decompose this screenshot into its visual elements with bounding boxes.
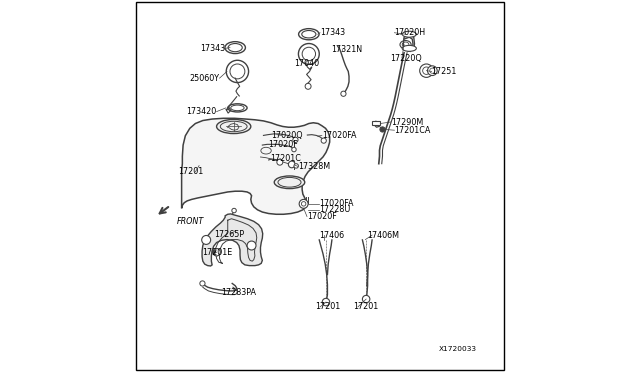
Circle shape — [301, 202, 306, 206]
Bar — [372, 121, 380, 125]
Circle shape — [420, 64, 433, 77]
Text: 17290M: 17290M — [390, 118, 423, 126]
Circle shape — [277, 159, 283, 165]
Polygon shape — [202, 214, 262, 266]
Circle shape — [232, 208, 236, 213]
Ellipse shape — [278, 177, 301, 187]
Text: 17265P: 17265P — [214, 230, 244, 239]
Text: 17020F: 17020F — [307, 212, 337, 221]
Ellipse shape — [261, 147, 271, 154]
Circle shape — [429, 68, 435, 73]
Ellipse shape — [216, 119, 251, 134]
Circle shape — [341, 91, 346, 96]
Ellipse shape — [400, 41, 411, 49]
Circle shape — [380, 127, 385, 132]
Polygon shape — [182, 118, 330, 214]
Text: 17406: 17406 — [319, 231, 344, 240]
Text: X1720033: X1720033 — [439, 346, 477, 352]
Text: 17343: 17343 — [320, 28, 345, 37]
Circle shape — [362, 295, 370, 303]
Circle shape — [302, 47, 316, 61]
Text: 17328M: 17328M — [298, 162, 330, 171]
Circle shape — [294, 164, 298, 168]
Text: 25060Y: 25060Y — [189, 74, 220, 83]
Circle shape — [299, 199, 308, 208]
Text: 17283PA: 17283PA — [221, 288, 257, 296]
Circle shape — [305, 83, 311, 89]
Circle shape — [212, 250, 216, 254]
Text: 17020FA: 17020FA — [322, 131, 356, 140]
Ellipse shape — [228, 104, 247, 112]
Text: 173420: 173420 — [186, 107, 216, 116]
Text: 17201C: 17201C — [270, 154, 301, 163]
Text: 17343: 17343 — [200, 44, 225, 53]
Text: 17201CA: 17201CA — [394, 126, 431, 135]
Ellipse shape — [231, 105, 244, 111]
Text: 17201E: 17201E — [202, 248, 232, 257]
Ellipse shape — [225, 42, 245, 54]
Text: 17406M: 17406M — [367, 231, 399, 240]
Text: 17020F: 17020F — [268, 140, 298, 149]
Ellipse shape — [402, 42, 409, 47]
Circle shape — [200, 281, 205, 286]
Circle shape — [247, 241, 256, 250]
Text: 17040: 17040 — [294, 59, 319, 68]
Text: 17201: 17201 — [179, 167, 204, 176]
Ellipse shape — [228, 44, 243, 52]
Text: 17220Q: 17220Q — [390, 54, 422, 62]
Text: 17020Q: 17020Q — [271, 131, 303, 140]
Circle shape — [321, 138, 326, 143]
Ellipse shape — [299, 29, 319, 40]
Circle shape — [428, 66, 437, 76]
Circle shape — [293, 137, 298, 142]
Ellipse shape — [402, 31, 417, 37]
Text: 17201: 17201 — [353, 302, 379, 311]
Ellipse shape — [302, 31, 316, 38]
Ellipse shape — [402, 45, 417, 51]
Circle shape — [292, 147, 296, 152]
Ellipse shape — [275, 176, 305, 189]
Text: 17201: 17201 — [316, 302, 340, 311]
Circle shape — [422, 67, 430, 74]
Circle shape — [230, 64, 245, 79]
Text: 17251: 17251 — [431, 67, 457, 76]
Text: 17321N: 17321N — [331, 45, 362, 54]
Circle shape — [202, 235, 211, 244]
Ellipse shape — [220, 121, 247, 132]
Circle shape — [298, 44, 319, 64]
Text: 17020FA: 17020FA — [319, 199, 354, 208]
Circle shape — [322, 298, 330, 306]
Circle shape — [227, 60, 248, 83]
Text: 17020H: 17020H — [394, 28, 426, 37]
Text: 17228U: 17228U — [319, 205, 351, 214]
Circle shape — [213, 248, 220, 256]
Circle shape — [289, 161, 295, 168]
Text: FRONT: FRONT — [177, 217, 204, 226]
